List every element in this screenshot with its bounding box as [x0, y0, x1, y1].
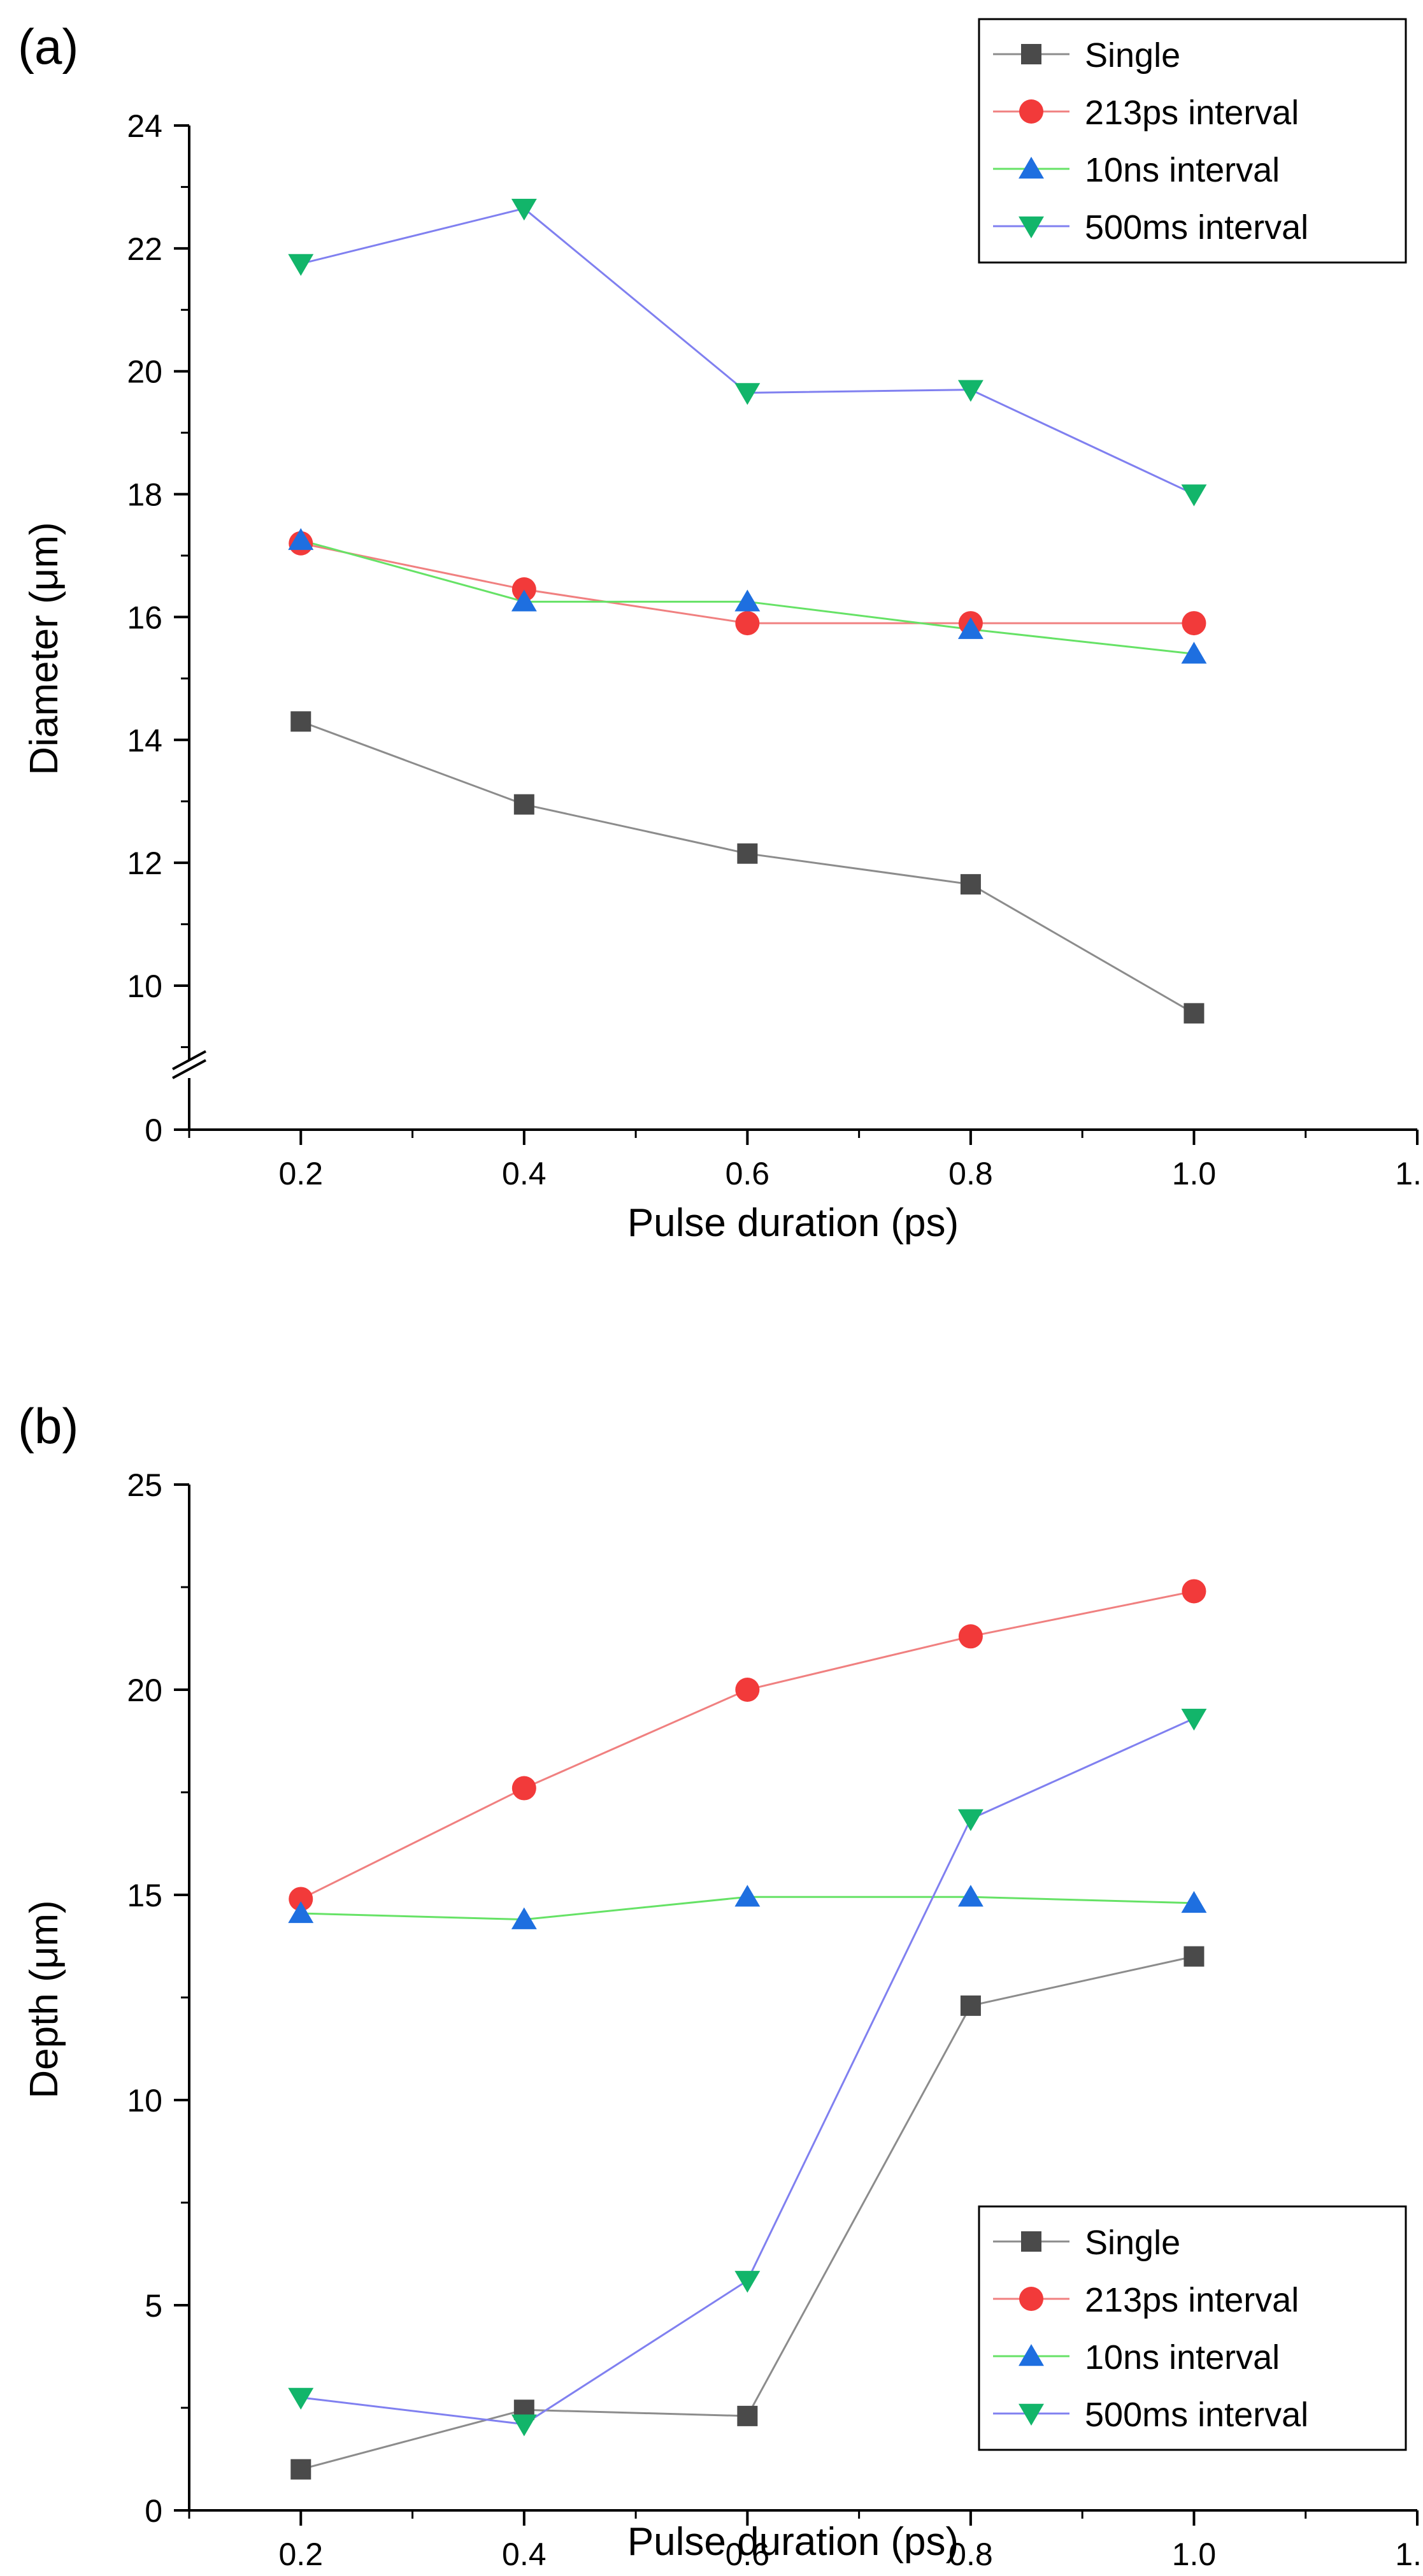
panel-a-legend-label: 10ns interval	[1085, 151, 1280, 189]
panel-b-y-tick-label: 25	[127, 1467, 162, 1503]
panel-b-data-point	[958, 1624, 983, 1649]
panel-b-data-point	[734, 2271, 761, 2293]
panel-a-data-point	[288, 528, 314, 550]
panel-a-data-point	[734, 383, 761, 405]
panel-a-x-tick-label: 0.2	[279, 1156, 324, 1191]
panel-b-x-tick-label: 1.2	[1395, 2536, 1423, 2572]
panel-b-data-point	[734, 1885, 761, 1907]
panel-a-y-tick-label: 22	[127, 231, 162, 267]
panel-a-y-tick-label: 16	[127, 600, 162, 635]
panel-b-data-point	[288, 2387, 314, 2410]
panel-a-legend-marker	[1019, 157, 1044, 179]
panel-a-legend-marker	[1021, 44, 1041, 64]
panel-b-plot-area: 0.2 0.4 0.6 0.8 1.0 1.2 0 5 10 15 20 25	[127, 1467, 1423, 2572]
panel-b-data-point	[511, 2414, 537, 2436]
panel-b-legend-label: Single	[1085, 2224, 1180, 2262]
panel-b-data-point	[960, 1995, 981, 2016]
panel-b-legend-label: 500ms interval	[1085, 2396, 1308, 2434]
panel-b-y-tick-label: 5	[145, 2288, 162, 2324]
panel-b-data-point	[288, 1901, 314, 1924]
panel-b-data-point	[1181, 1708, 1207, 1731]
panel-b-data-point	[511, 1776, 536, 1801]
panel-b-x-tick-label: 0.6	[726, 2536, 770, 2572]
panel-b-legend-marker	[1019, 2287, 1043, 2311]
panel-a-data-point	[511, 577, 536, 602]
panel-b-legend-label: 10ns interval	[1085, 2338, 1280, 2377]
panel-a-plot-area: 0.2 0.4 0.6 0.8 1.0 1.2 0 10 12 14 16 18 20 22 24	[127, 108, 1423, 1191]
panel-a-x-tick-label: 0.4	[502, 1156, 547, 1191]
panel-b-data-point	[737, 2405, 758, 2426]
panel-a-legend-box	[978, 18, 1407, 264]
panel-a-x-tick-label: 1.0	[1172, 1156, 1217, 1191]
panel-a-y-tick-label: 0	[145, 1112, 162, 1148]
panel-a-data-point	[735, 611, 760, 636]
panel-b-data-point	[290, 2459, 311, 2480]
panel-a-data-point	[1182, 611, 1206, 636]
panel-a-data-point	[737, 843, 758, 864]
panel-b-legend-label: 213ps interval	[1085, 2281, 1299, 2319]
panel-a: (a) 0.20.40.60.81.01.201012141618202224 …	[18, 18, 1423, 1245]
panel-a-data-point	[734, 589, 761, 612]
panel-a-y-tick-label: 12	[127, 845, 162, 881]
panel-a-data-point	[290, 711, 311, 732]
panel-a-legend: Single 213ps interval 10ns interval 500ms i…	[978, 18, 1407, 264]
panel-a-y-tick-label: 14	[127, 723, 162, 758]
panel-b-data-point	[511, 1907, 537, 1929]
panel-a-data-point	[1181, 642, 1207, 664]
panel-b-data-point	[735, 1678, 760, 1702]
panel-b-y-tick-label: 10	[127, 2083, 162, 2119]
panel-a-x-tick-label: 1.2	[1395, 1156, 1423, 1191]
panel-a-legend-label: Single	[1085, 36, 1180, 75]
panel-b-legend-box	[978, 2205, 1407, 2451]
panel-a-data-point	[511, 589, 537, 612]
panel-b-data-point	[957, 1885, 983, 1907]
panel-a-data-point	[960, 874, 981, 895]
panel-a-data-point	[1183, 1003, 1205, 1024]
panel-b-data-point	[1182, 1579, 1206, 1604]
panel-a-data-point	[288, 254, 314, 276]
panel-a-y-tick-label: 24	[127, 108, 162, 144]
panel-b-legend-marker	[1021, 2231, 1041, 2252]
panel-a-legend-label: 500ms interval	[1085, 208, 1308, 247]
panel-a-data-point	[513, 794, 534, 815]
panel-b-x-tick-label: 0.4	[502, 2536, 547, 2572]
panel-a-y-tick-label: 20	[127, 354, 162, 390]
panel-a-legend-marker	[1019, 99, 1043, 124]
panel-b-x-tick-label: 1.0	[1172, 2536, 1217, 2572]
panel-b-legend-marker	[1019, 2403, 1044, 2426]
panel-a-data-point	[1181, 484, 1207, 507]
panel-b-x-tick-label: 0.2	[279, 2536, 324, 2572]
panel-b-data-point	[957, 1809, 983, 1831]
panel-b-y-tick-label: 20	[127, 1673, 162, 1708]
panel-b-x-axis-label: Pulse duration (ps)	[627, 2520, 959, 2564]
panel-b-legend: Single 213ps interval 10ns interval 500ms i…	[978, 2205, 1407, 2451]
panel-b-y-tick-label: 15	[127, 1878, 162, 1913]
panel-a-y-axis-break-mark	[172, 1059, 206, 1079]
panel-b-x-tick-label: 0.8	[948, 2536, 993, 2572]
panel-a-legend-marker	[1019, 216, 1044, 238]
panel-a-y-axis-break-mark	[172, 1050, 206, 1070]
panel-a-legend-label: 213ps interval	[1085, 94, 1299, 132]
panel-a-data-point	[957, 617, 983, 639]
panel-b-data-point	[1181, 1890, 1207, 1913]
panel-label-a: (a)	[18, 18, 78, 75]
panel-b-y-axis-label: Depth (μm)	[22, 1900, 66, 2098]
panel-a-y-tick-label: 18	[127, 477, 162, 513]
panel-b-y-tick-label: 0	[145, 2493, 162, 2529]
panel-a-x-tick-label: 0.8	[948, 1156, 993, 1191]
panel-a-x-tick-label: 0.6	[726, 1156, 770, 1191]
panel-b-data-point	[289, 1887, 313, 1911]
panel-b-legend-marker	[1019, 2344, 1044, 2366]
panel-b-data-point	[1183, 1946, 1205, 1967]
panel-label-b: (b)	[18, 1398, 78, 1454]
panel-a-x-axis-label: Pulse duration (ps)	[627, 1201, 959, 1245]
panel-a-data-point	[511, 198, 537, 221]
panel-b: (b) 0.2 0.4 0.6 0.8 1.0 1.2 0 5 10 15 20 25 Pulse d…	[18, 1398, 1423, 2572]
panel-a-data-point	[957, 380, 983, 402]
panel-a-y-tick-label: 10	[127, 968, 162, 1004]
panel-a-y-axis-label: Diameter (μm)	[22, 522, 66, 775]
